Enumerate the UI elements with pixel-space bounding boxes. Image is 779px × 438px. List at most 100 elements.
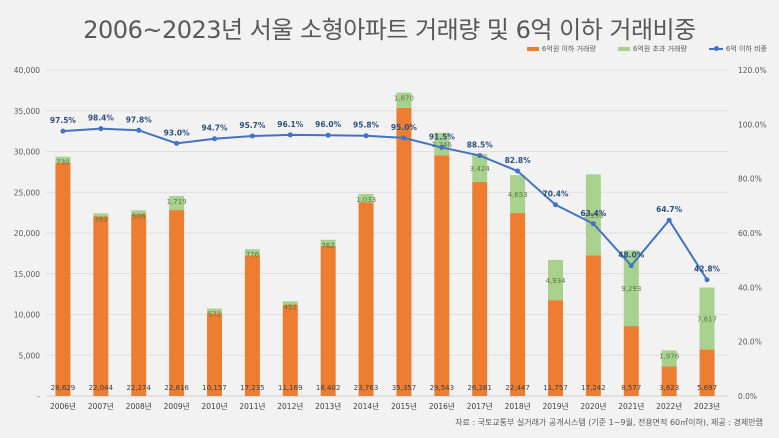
data-label-over-6: 363 bbox=[94, 215, 107, 223]
bar-under-6 bbox=[472, 181, 488, 396]
bar-over-6 bbox=[623, 250, 639, 327]
ratio-label: 82.8% bbox=[505, 156, 532, 165]
ratio-label: 70.4% bbox=[542, 190, 569, 199]
x-axis-tick: 2008년 bbox=[126, 401, 152, 411]
data-label-under-6: 3,623 bbox=[659, 384, 679, 392]
left-axis-tick: 10,000 bbox=[14, 311, 40, 320]
legend-item-ratio: 6억 이하 비중 bbox=[708, 44, 767, 54]
ratio-label: 96.1% bbox=[277, 120, 304, 129]
ratio-point bbox=[704, 277, 710, 283]
x-axis-tick: 2016년 bbox=[429, 401, 455, 411]
ratio-label: 95.8% bbox=[353, 121, 380, 130]
ratio-point bbox=[553, 202, 558, 208]
bar-under-6 bbox=[55, 162, 71, 396]
bar-under-6 bbox=[169, 210, 185, 396]
data-label-under-6: 22,447 bbox=[505, 384, 530, 392]
bar-under-6 bbox=[93, 216, 109, 396]
left-axis-tick: 5,000 bbox=[19, 351, 41, 360]
data-label-over-6: 4,653 bbox=[508, 191, 528, 199]
legend-item-under-6: 6억원 이하 거래량 bbox=[526, 44, 596, 54]
legend-swatch-line bbox=[708, 46, 723, 51]
ratio-point bbox=[60, 128, 66, 134]
legend-label: 6억 이하 비중 bbox=[725, 45, 767, 53]
data-label-under-6: 17,235 bbox=[240, 384, 265, 392]
bar-over-6 bbox=[585, 174, 601, 256]
bar-under-6 bbox=[434, 155, 450, 396]
left-axis-tick: 40,000 bbox=[14, 66, 40, 75]
bar-under-6 bbox=[282, 304, 298, 396]
ratio-point bbox=[174, 140, 180, 146]
ratio-point bbox=[666, 217, 672, 223]
bar-under-6 bbox=[699, 349, 715, 396]
data-label-over-6: 506 bbox=[132, 212, 146, 220]
ratio-label: 91.5% bbox=[429, 132, 456, 141]
ratio-label: 48.0% bbox=[618, 251, 645, 260]
ratio-point bbox=[477, 153, 483, 159]
bar-over-6 bbox=[548, 259, 563, 301]
bar-under-6 bbox=[358, 202, 374, 396]
data-label-over-6: 776 bbox=[246, 251, 260, 259]
x-axis-tick: 2006년 bbox=[50, 401, 76, 411]
left-axis-tick: 30,000 bbox=[14, 148, 40, 157]
data-label-under-6: 28,629 bbox=[51, 384, 76, 392]
x-axis-tick: 2019년 bbox=[543, 401, 569, 411]
data-label-under-6: 10,157 bbox=[202, 384, 227, 392]
bar-under-6 bbox=[585, 255, 601, 396]
bar-under-6 bbox=[548, 300, 563, 396]
x-axis-tick: 2017년 bbox=[467, 401, 493, 411]
bar-over-6 bbox=[661, 350, 677, 367]
data-label-under-6: 22,044 bbox=[89, 384, 114, 392]
data-label-under-6: 22,816 bbox=[164, 384, 189, 392]
ratio-label: 42.8% bbox=[694, 265, 721, 274]
data-label-under-6: 11,169 bbox=[278, 384, 303, 392]
right-axis-tick: 0.0% bbox=[738, 392, 757, 401]
bar-over-6 bbox=[55, 156, 71, 163]
ratio-label: 88.5% bbox=[467, 141, 494, 150]
legend-swatch-green bbox=[617, 47, 630, 51]
ratio-point bbox=[628, 263, 634, 269]
bar-under-6 bbox=[320, 246, 336, 396]
data-label-under-6: 5,697 bbox=[697, 384, 717, 392]
left-axis-tick: 35,000 bbox=[14, 107, 40, 116]
ratio-point bbox=[212, 136, 217, 142]
ratio-label: 63.4% bbox=[580, 209, 607, 218]
ratio-label: 64.7% bbox=[656, 205, 683, 214]
bar-over-6 bbox=[282, 301, 298, 305]
x-axis-tick: 2009년 bbox=[164, 401, 190, 411]
left-axis-tick: 25,000 bbox=[14, 188, 40, 197]
right-axis-tick: 120.0% bbox=[738, 66, 767, 75]
data-label-under-6: 35,357 bbox=[392, 384, 417, 392]
ratio-point bbox=[363, 133, 369, 139]
x-axis-tick: 2014년 bbox=[353, 401, 379, 411]
source-note: 자료 : 국토교통부 실거래가 공개시스템 (기준 1~9월, 전용면적 60㎡… bbox=[455, 418, 763, 427]
data-label-over-6: 7,617 bbox=[697, 316, 717, 324]
bar-over-6 bbox=[244, 249, 260, 256]
ratio-point bbox=[249, 133, 255, 139]
data-label-over-6: 4,934 bbox=[545, 277, 566, 285]
data-label-over-6: 9,293 bbox=[621, 285, 641, 293]
legend-label: 6억원 이하 거래량 bbox=[541, 45, 596, 53]
data-label-under-6: 18,402 bbox=[316, 384, 341, 392]
data-label-under-6: 26,281 bbox=[467, 384, 492, 392]
ratio-point bbox=[590, 221, 596, 227]
legend-label: 6억원 초과 거래량 bbox=[632, 45, 687, 53]
x-axis-tick: 2007년 bbox=[88, 401, 114, 411]
bar-under-6 bbox=[510, 213, 526, 396]
left-axis-tick: - bbox=[37, 392, 40, 401]
ratio-label: 96.0% bbox=[315, 120, 342, 129]
ratio-point bbox=[98, 126, 104, 132]
left-axis-tick: 20,000 bbox=[14, 229, 40, 238]
legend: 6억원 이하 거래량 6억원 초과 거래량 6억 이하 비중 bbox=[526, 44, 767, 54]
bar-over-6 bbox=[699, 287, 715, 350]
data-label-over-6: 9,950 bbox=[583, 212, 603, 220]
ratio-label: 95.0% bbox=[391, 123, 418, 132]
bar-under-6 bbox=[207, 313, 222, 396]
bar-under-6 bbox=[623, 326, 639, 396]
chart-title: 2006~2023년 서울 소형아파트 거래량 및 6억 이하 거래비중 bbox=[83, 16, 696, 44]
data-label-under-6: 8,577 bbox=[621, 384, 641, 392]
data-label-under-6: 29,543 bbox=[430, 384, 455, 392]
ratio-label: 97.5% bbox=[50, 116, 77, 125]
x-axis-tick: 2010년 bbox=[202, 401, 228, 411]
ratio-point bbox=[136, 127, 142, 133]
